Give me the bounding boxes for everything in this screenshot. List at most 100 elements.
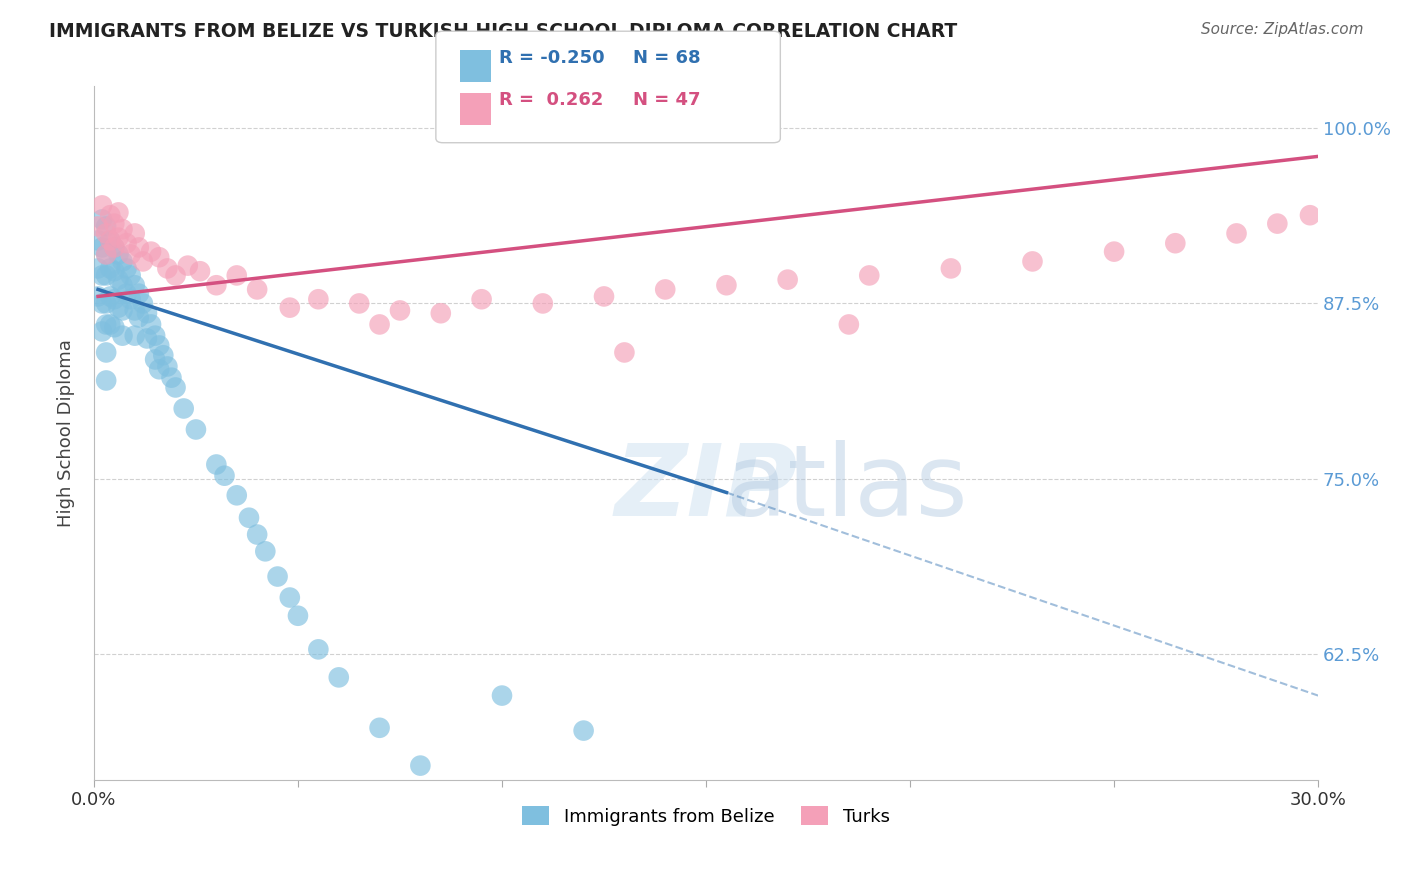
Point [1102, 244, 1125, 259]
Point [98, 208, 121, 222]
Point [96, 318, 118, 332]
Point [139, 244, 162, 259]
Point [1225, 227, 1247, 241]
Point [128, 286, 150, 301]
Point [165, 268, 187, 283]
Point [103, 240, 125, 254]
Point [120, 247, 142, 261]
Point [91, 296, 114, 310]
Point [120, 268, 142, 283]
Text: R = -0.250: R = -0.250 [499, 49, 605, 67]
Point [613, 345, 636, 359]
Point [143, 328, 166, 343]
Point [214, 468, 236, 483]
Point [87, 289, 110, 303]
Point [148, 362, 170, 376]
Point [103, 240, 125, 254]
Point [246, 282, 269, 296]
Point [107, 230, 129, 244]
Point [103, 320, 125, 334]
Point [91, 198, 114, 212]
Point [87, 219, 110, 234]
Point [307, 292, 329, 306]
Point [124, 328, 146, 343]
Point [173, 401, 195, 416]
Point [128, 240, 150, 254]
Point [266, 569, 288, 583]
Point [98, 234, 121, 248]
Point [132, 254, 155, 268]
Y-axis label: High School Diploma: High School Diploma [58, 339, 75, 527]
Point [184, 422, 207, 436]
Point [246, 527, 269, 541]
Point [98, 234, 121, 248]
Point [128, 310, 150, 325]
Point [939, 261, 962, 276]
Point [716, 278, 738, 293]
Point [307, 642, 329, 657]
Point [91, 240, 114, 254]
Point [87, 234, 110, 248]
Point [238, 510, 260, 524]
Point [1265, 217, 1288, 231]
Point [139, 318, 162, 332]
Point [430, 306, 453, 320]
Point [96, 247, 118, 261]
Text: atlas: atlas [725, 440, 967, 537]
Point [107, 301, 129, 315]
Legend: Immigrants from Belize, Turks: Immigrants from Belize, Turks [515, 799, 897, 833]
Point [225, 488, 247, 502]
Point [148, 338, 170, 352]
Point [96, 219, 118, 234]
Point [347, 296, 370, 310]
Point [136, 306, 159, 320]
Point [593, 289, 616, 303]
Point [287, 608, 309, 623]
Point [156, 359, 179, 374]
Point [115, 286, 138, 301]
Point [98, 261, 121, 276]
Point [124, 303, 146, 318]
Point [278, 591, 301, 605]
Point [388, 303, 411, 318]
Point [103, 217, 125, 231]
Point [205, 278, 228, 293]
Point [87, 261, 110, 276]
Point [107, 272, 129, 286]
Point [120, 292, 142, 306]
Point [103, 292, 125, 306]
Text: Source: ZipAtlas.com: Source: ZipAtlas.com [1201, 22, 1364, 37]
Point [572, 723, 595, 738]
Point [124, 227, 146, 241]
Point [328, 670, 350, 684]
Text: ZIP: ZIP [614, 440, 797, 537]
Point [91, 325, 114, 339]
Point [132, 296, 155, 310]
Point [148, 250, 170, 264]
Point [156, 261, 179, 276]
Point [96, 227, 118, 241]
Point [409, 758, 432, 772]
Point [96, 345, 118, 359]
Point [111, 328, 134, 343]
Point [776, 272, 799, 286]
Text: N = 68: N = 68 [633, 49, 700, 67]
Point [91, 212, 114, 227]
Point [654, 282, 676, 296]
Point [368, 318, 391, 332]
Point [1021, 254, 1043, 268]
Point [471, 292, 494, 306]
Text: R =  0.262: R = 0.262 [499, 91, 603, 109]
Point [254, 544, 277, 558]
Point [491, 689, 513, 703]
Point [858, 268, 880, 283]
Point [188, 264, 211, 278]
Point [96, 247, 118, 261]
Point [111, 303, 134, 318]
Point [111, 222, 134, 236]
Point [225, 268, 247, 283]
Point [152, 348, 174, 362]
Text: IMMIGRANTS FROM BELIZE VS TURKISH HIGH SCHOOL DIPLOMA CORRELATION CHART: IMMIGRANTS FROM BELIZE VS TURKISH HIGH S… [49, 22, 957, 41]
Point [111, 278, 134, 293]
Point [98, 289, 121, 303]
